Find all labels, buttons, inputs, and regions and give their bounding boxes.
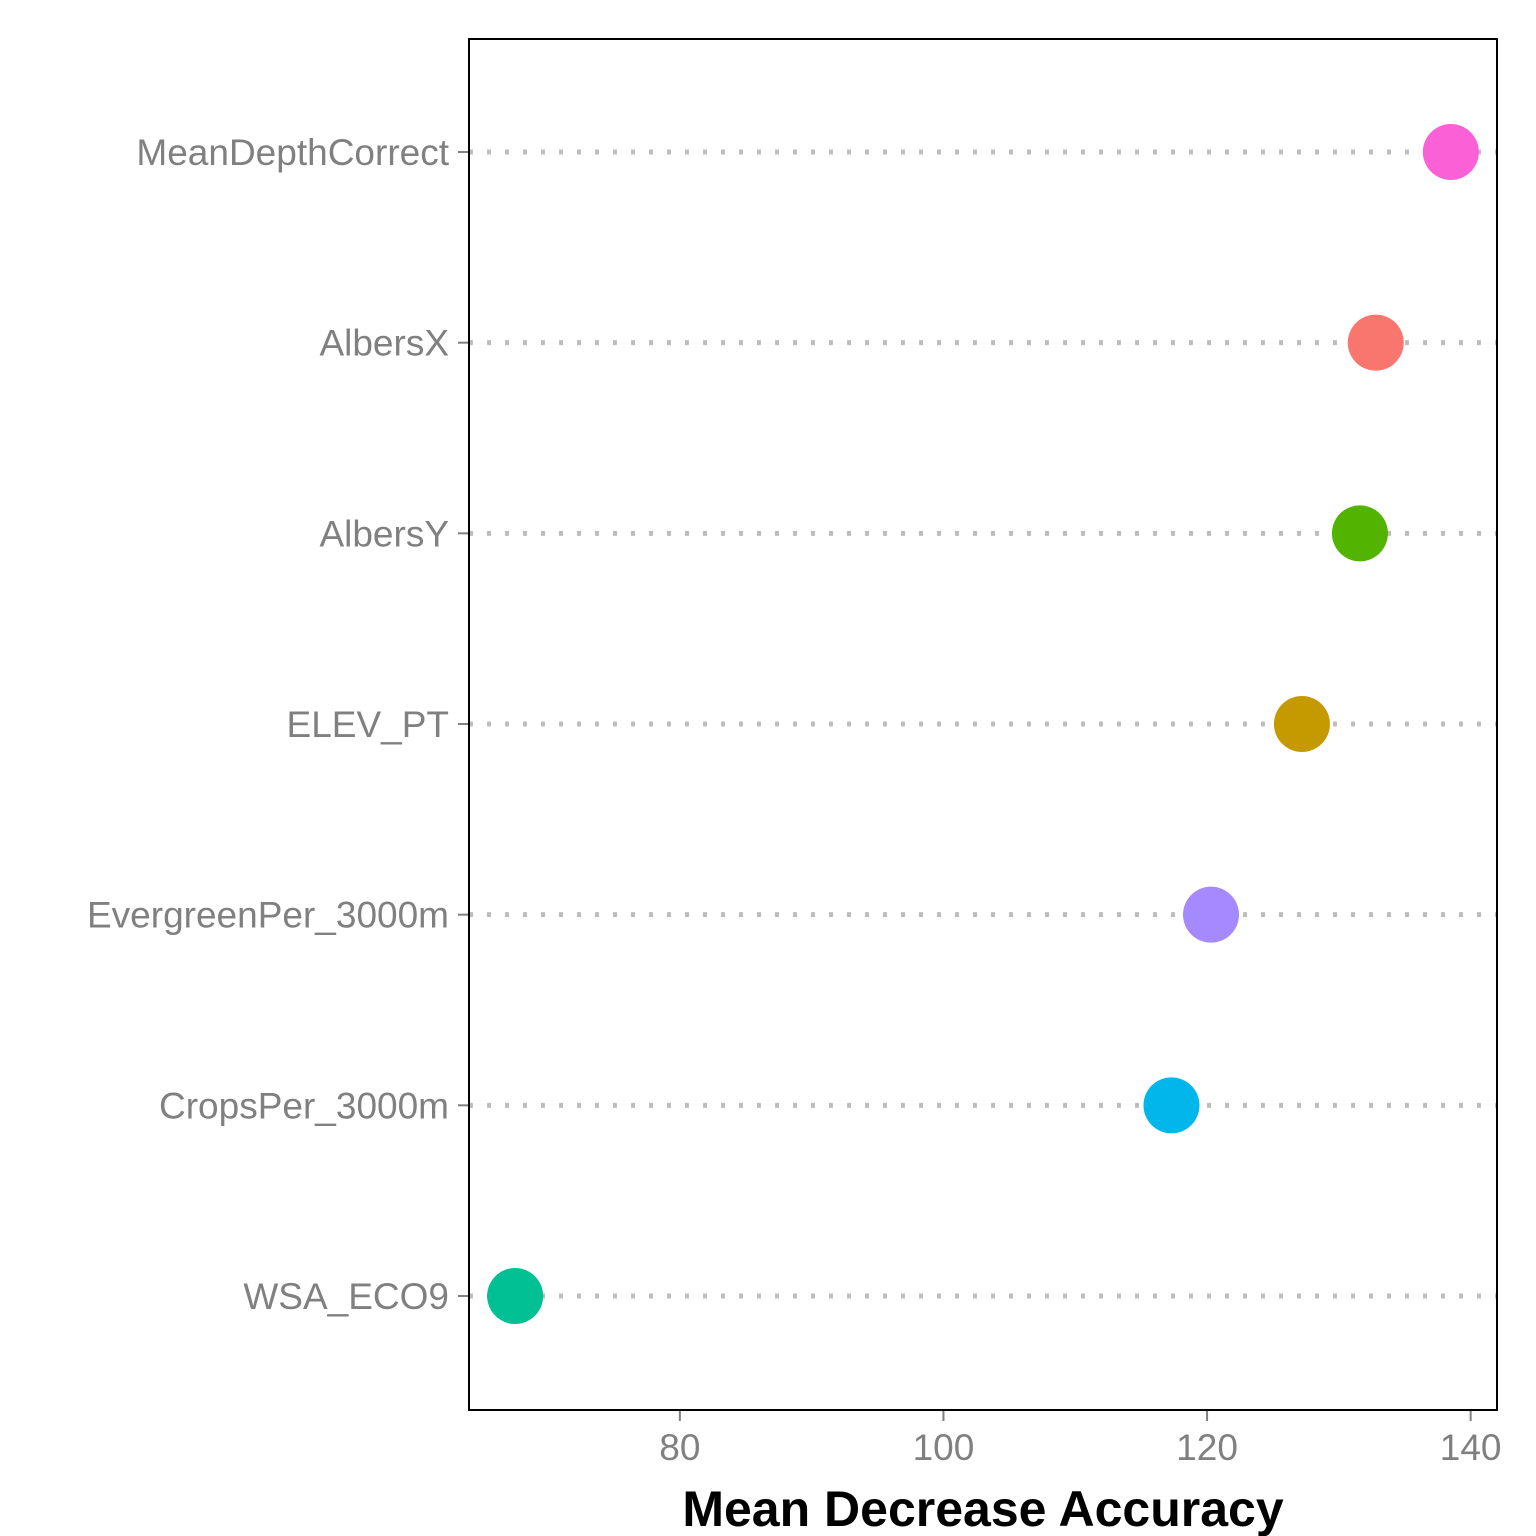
x-axis-title: Mean Decrease Accuracy — [682, 1481, 1283, 1536]
x-tick-label: 80 — [659, 1427, 700, 1468]
x-axis-ticks — [678, 1410, 1472, 1421]
data-points — [487, 124, 1479, 1324]
y-axis-label: MeanDepthCorrect — [136, 132, 449, 173]
data-point — [487, 1268, 544, 1324]
plot-border — [468, 38, 1498, 1411]
y-axis-label: AlbersY — [319, 513, 449, 554]
x-axis-tick-labels: 80 100 120 140 — [659, 1427, 1501, 1468]
data-point — [1143, 1077, 1200, 1134]
x-tick-label: 120 — [1176, 1427, 1238, 1468]
y-axis-ticks — [458, 151, 469, 1297]
y-axis-label: EvergreenPer_3000m — [87, 895, 449, 936]
y-axis-label: WSA_ECO9 — [243, 1276, 449, 1317]
data-point — [1422, 124, 1479, 180]
x-tick-label: 100 — [913, 1427, 975, 1468]
data-point — [1347, 314, 1404, 371]
y-axis-label: AlbersX — [319, 323, 449, 364]
y-axis-labels: WSA_ECO9 CropsPer_3000m EvergreenPer_3000m… — [87, 132, 450, 1317]
y-axis-label: ELEV_PT — [287, 704, 449, 745]
x-tick-label: 140 — [1440, 1427, 1502, 1468]
y-axis-label: CropsPer_3000m — [159, 1085, 449, 1126]
data-point — [1273, 696, 1330, 752]
data-point — [1183, 886, 1240, 943]
data-point — [1331, 505, 1388, 562]
